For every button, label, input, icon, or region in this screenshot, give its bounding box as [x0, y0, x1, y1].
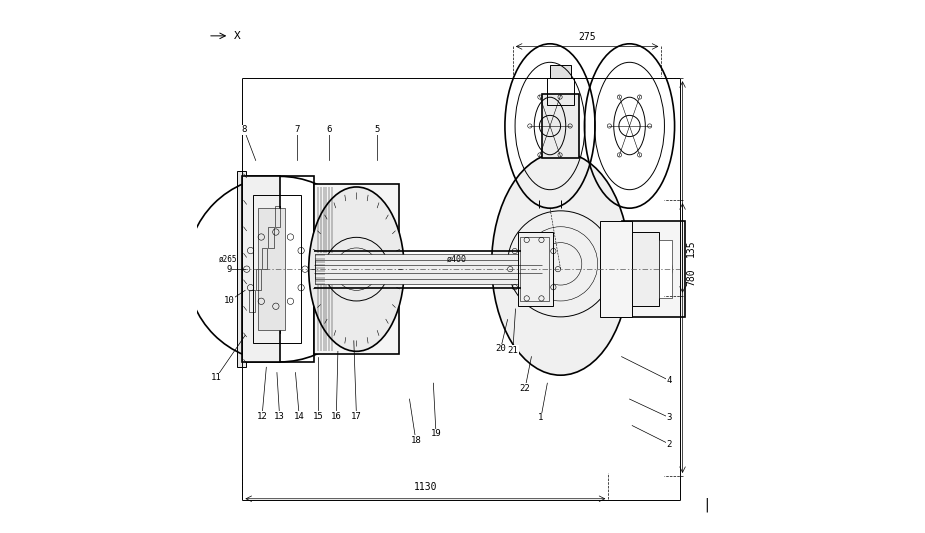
Text: 1130: 1130 [413, 482, 438, 492]
Text: 3: 3 [667, 413, 672, 422]
Text: 22: 22 [520, 384, 530, 393]
Text: 4: 4 [667, 376, 672, 385]
Text: X: X [233, 31, 240, 41]
Bar [600, 221, 632, 317]
Ellipse shape [309, 187, 404, 351]
Bar [255, 269, 261, 290]
Text: 10: 10 [224, 296, 235, 305]
Bar [622, 221, 685, 317]
Text: 1: 1 [538, 413, 544, 422]
Bar [250, 290, 254, 312]
Bar [242, 176, 314, 362]
Text: 21: 21 [508, 346, 518, 355]
Text: ø400: ø400 [447, 255, 467, 264]
Bar [275, 206, 280, 227]
Text: 275: 275 [578, 31, 596, 42]
Text: 12: 12 [257, 411, 267, 421]
Text: 6: 6 [327, 125, 331, 134]
Ellipse shape [492, 152, 630, 375]
Text: 14: 14 [294, 411, 304, 421]
Text: 15: 15 [313, 411, 324, 421]
Bar [315, 254, 522, 284]
Text: 9: 9 [227, 265, 232, 273]
Text: 19: 19 [431, 429, 441, 438]
Text: 135: 135 [686, 239, 697, 257]
Text: 5: 5 [374, 125, 379, 134]
Bar [268, 227, 274, 248]
Text: 780: 780 [686, 268, 697, 286]
Bar [542, 94, 579, 158]
Bar [237, 171, 246, 367]
Bar [659, 240, 672, 298]
Bar [248, 206, 279, 333]
Text: 11: 11 [211, 373, 221, 382]
Text: |: | [704, 498, 709, 512]
Bar [518, 232, 552, 306]
Bar [315, 260, 522, 279]
Bar [550, 65, 572, 78]
Text: ø265: ø265 [219, 255, 238, 264]
Text: 7: 7 [294, 125, 300, 134]
Text: 13: 13 [274, 411, 285, 421]
Text: 18: 18 [411, 436, 421, 445]
Text: 2: 2 [667, 440, 672, 449]
Bar [253, 195, 301, 343]
Bar [258, 208, 285, 330]
Bar [520, 237, 549, 301]
Bar [242, 176, 279, 362]
Text: 16: 16 [331, 411, 341, 421]
Bar [632, 232, 659, 306]
Text: 20: 20 [495, 344, 506, 353]
Text: 8: 8 [241, 125, 247, 134]
Text: 17: 17 [352, 411, 362, 421]
Bar [314, 184, 399, 354]
Bar [548, 78, 574, 105]
Bar [262, 248, 267, 269]
